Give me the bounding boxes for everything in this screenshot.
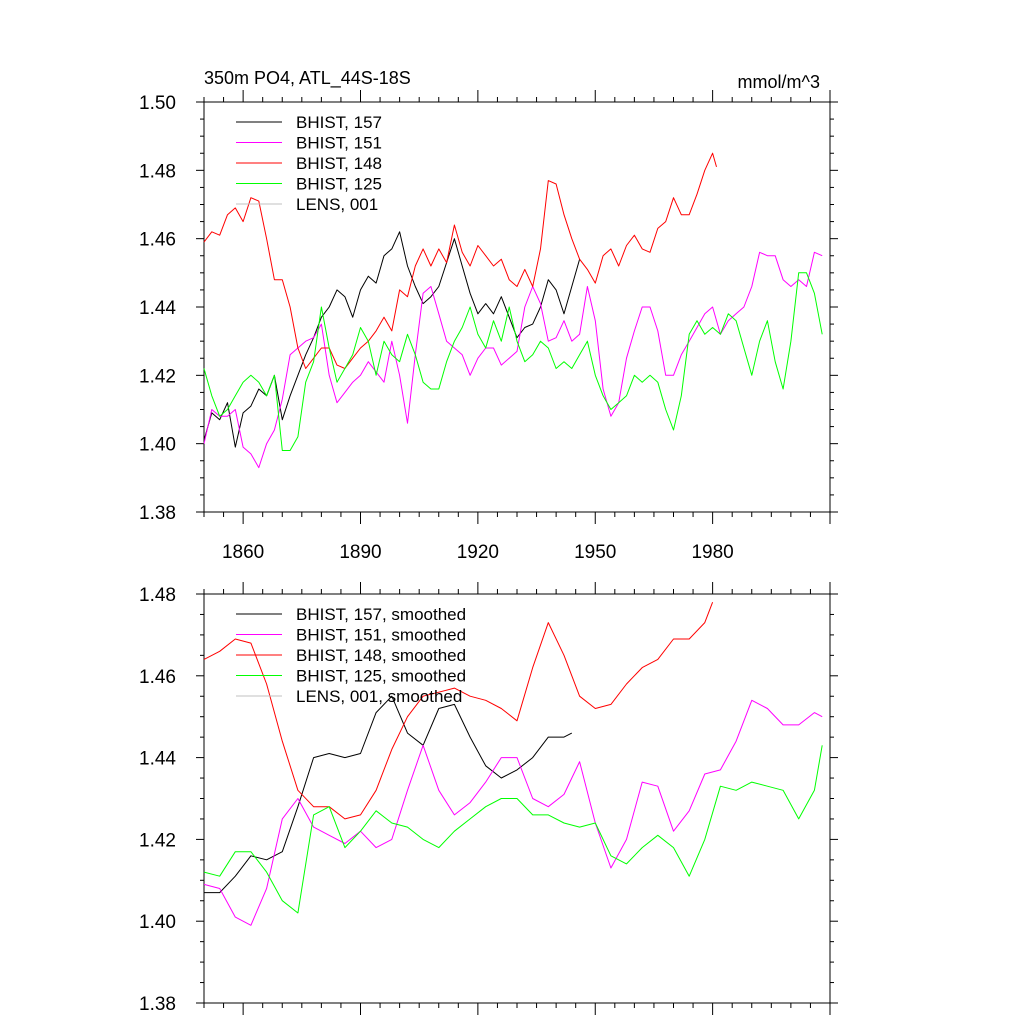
x-tick-label: 1980 xyxy=(691,542,733,563)
y-tick-label: 1.42 xyxy=(139,830,176,851)
x-tick-label: 1920 xyxy=(457,542,499,563)
legend-label: LENS, 001, smoothed xyxy=(296,687,462,706)
legend-label: BHIST, 157 xyxy=(296,113,382,132)
series-line-0 xyxy=(203,231,581,448)
legend-label: BHIST, 148 xyxy=(296,154,382,173)
series-line-0 xyxy=(204,695,573,894)
y-tick-label: 1.46 xyxy=(139,667,176,688)
legend-label: LENS, 001 xyxy=(296,195,378,214)
top-panel: 1.38 1.40 1.42 1.44 1.46 1.48 1.50 1860 1890 1920… xyxy=(139,90,838,563)
y-tick-label: 1.44 xyxy=(139,298,176,319)
series-line-2 xyxy=(203,152,717,369)
y-tick-label: 1.48 xyxy=(139,161,176,182)
y-tick-label: 1.38 xyxy=(139,994,176,1015)
legend-label: BHIST, 125 xyxy=(296,175,382,194)
y-tick-label: 1.48 xyxy=(139,585,176,606)
y-tick-label: 1.38 xyxy=(139,503,176,524)
x-tick-label: 1950 xyxy=(574,542,616,563)
x-tick-label: 1890 xyxy=(339,542,381,563)
y-tick-label: 1.50 xyxy=(139,93,176,114)
legend-label: BHIST, 151, smoothed xyxy=(296,626,466,645)
chart-title: 350m PO4, ATL_44S-18S xyxy=(204,68,411,89)
series-line-3 xyxy=(203,745,823,914)
series-line-3 xyxy=(203,272,823,451)
y-tick-label: 1.42 xyxy=(139,366,176,387)
legend-label: BHIST, 125, smoothed xyxy=(296,667,466,686)
y-tick-label: 1.46 xyxy=(139,230,176,251)
bottom-panel: 1.38 1.40 1.42 1.44 1.46 1.48 BHIST, 157, smoo… xyxy=(139,582,838,1015)
y-tick-label: 1.40 xyxy=(139,435,176,456)
legend-label: BHIST, 148, smoothed xyxy=(296,646,466,665)
x-tick-label: 1860 xyxy=(222,542,264,563)
y-tick-label: 1.44 xyxy=(139,749,176,770)
series-line-1 xyxy=(203,699,823,926)
legend-label: BHIST, 157, smoothed xyxy=(296,605,466,624)
y-tick-label: 1.40 xyxy=(139,912,176,933)
series-line-2 xyxy=(203,602,714,820)
units-label: mmol/m^3 xyxy=(738,72,820,92)
legend-label: BHIST, 151 xyxy=(296,134,382,153)
series-line-1 xyxy=(203,251,823,469)
